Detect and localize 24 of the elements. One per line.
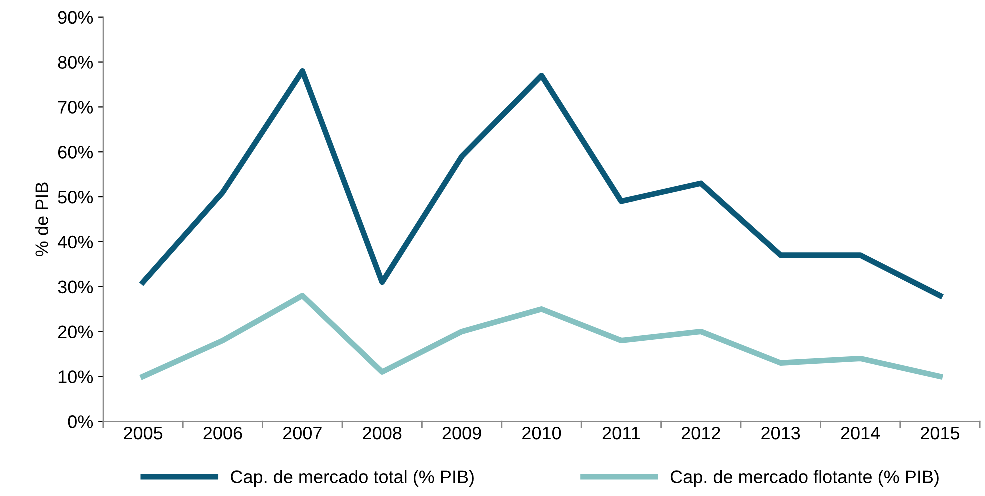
y-tick-label: 30% [58,280,94,294]
x-tick-label: 2011 [602,426,640,440]
y-axis-title: % de PIB [35,182,48,256]
x-tick-label: 2006 [204,426,242,440]
x-tick-label: 2012 [682,426,720,440]
legend-label: Cap. de mercado total (% PIB) [231,470,474,488]
x-tick-label: 2008 [363,426,402,440]
y-tick-label: 0% [68,416,94,428]
x-tick-label: 2007 [283,426,322,440]
y-tick-label: 90% [58,11,94,24]
x-tick-label: 2009 [442,426,482,440]
x-tick-label: 2014 [841,426,880,440]
y-tick-label: 10% [58,370,94,384]
x-tick-label: 2015 [921,426,960,440]
x-tick-label: 2010 [522,426,562,440]
x-tick-label: 2013 [762,426,800,440]
y-tick-label: 50% [58,190,94,204]
y-tick-label: 40% [58,236,94,249]
y-tick-label: 70% [58,101,94,114]
y-tick-label: 80% [58,56,94,69]
y-tick-label: 20% [58,326,94,338]
x-tick-label: 2005 [124,426,163,440]
y-tick-label: 60% [58,146,94,159]
legend-label: Cap. de mercado flotante (% PIB) [670,470,939,488]
